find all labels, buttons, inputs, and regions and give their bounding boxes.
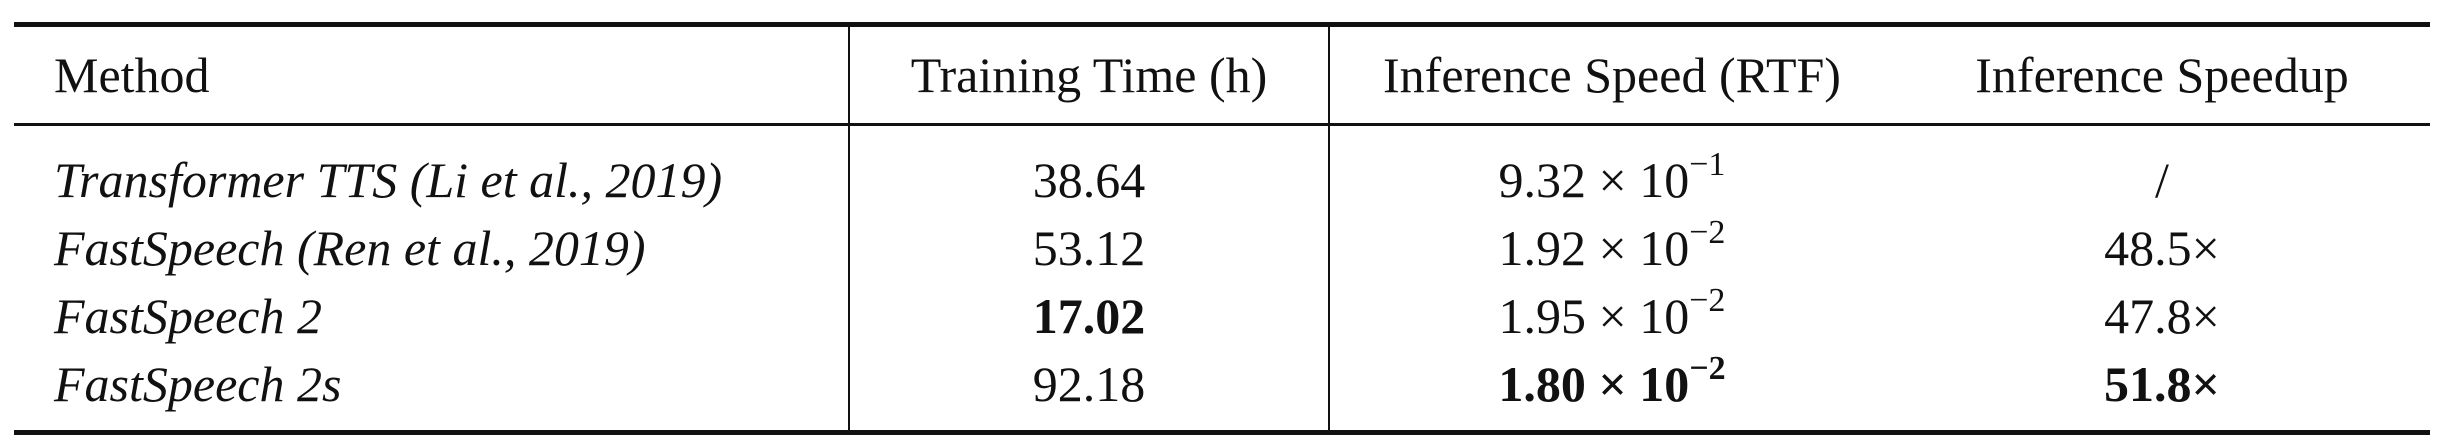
cell-method: Transformer TTS (Li et al., 2019): [54, 152, 723, 208]
rtf-exponent: −2: [1689, 214, 1726, 251]
cell-training-time: 38.64: [848, 126, 1329, 214]
rtf-mantissa: 1.80 × 10: [1498, 356, 1690, 412]
table-row: FastSpeech (Ren et al., 2019) 53.12 1.92…: [14, 214, 2430, 282]
rtf-exponent: −2: [1689, 350, 1726, 387]
cell-training-time: 92.18: [848, 350, 1329, 430]
cell-method: FastSpeech (Ren et al., 2019): [54, 220, 646, 276]
header-method: Method: [54, 47, 210, 103]
cell-method: FastSpeech 2: [54, 288, 322, 344]
mid-rule: [14, 123, 2430, 126]
rtf-exponent: −2: [1689, 282, 1726, 319]
rtf-mantissa: 1.92 × 10: [1498, 220, 1690, 276]
table-row: FastSpeech 2s 92.18 1.80 × 10−2 51.8×: [14, 350, 2430, 430]
bottom-rule: [14, 430, 2430, 435]
rtf-exponent: −1: [1689, 146, 1726, 183]
cell-training-time: 17.02: [848, 282, 1329, 350]
cell-inference-speed: 1.92 × 10−2: [1328, 214, 1894, 282]
header-inference-speedup: Inference Speedup: [1975, 47, 2349, 103]
cell-method: FastSpeech 2s: [54, 356, 342, 412]
cell-inference-speed: 9.32 × 10−1: [1328, 126, 1894, 214]
results-table-container: Method Training Time (h) Inference Speed…: [14, 22, 2430, 435]
cell-training-time: 53.12: [848, 214, 1329, 282]
top-rule: [14, 22, 2430, 27]
header-row: Method Training Time (h) Inference Speed…: [14, 27, 2430, 123]
header-inference-speed: Inference Speed (RTF): [1328, 27, 1894, 123]
cell-inference-speedup: 47.8×: [2104, 288, 2220, 344]
results-table: Method Training Time (h) Inference Speed…: [14, 27, 2430, 123]
table-row: FastSpeech 2 17.02 1.95 × 10−2 47.8×: [14, 282, 2430, 350]
cell-inference-speedup: 51.8×: [2104, 356, 2220, 412]
rtf-mantissa: 9.32 × 10: [1498, 152, 1690, 208]
cell-inference-speed: 1.95 × 10−2: [1328, 282, 1894, 350]
rtf-mantissa: 1.95 × 10: [1498, 288, 1690, 344]
cell-inference-speedup: /: [2155, 152, 2169, 208]
header-training-time: Training Time (h): [848, 27, 1329, 123]
results-table-body: Transformer TTS (Li et al., 2019) 38.64 …: [14, 126, 2430, 430]
table-row: Transformer TTS (Li et al., 2019) 38.64 …: [14, 126, 2430, 214]
cell-inference-speed: 1.80 × 10−2: [1328, 350, 1894, 430]
cell-inference-speedup: 48.5×: [2104, 220, 2220, 276]
